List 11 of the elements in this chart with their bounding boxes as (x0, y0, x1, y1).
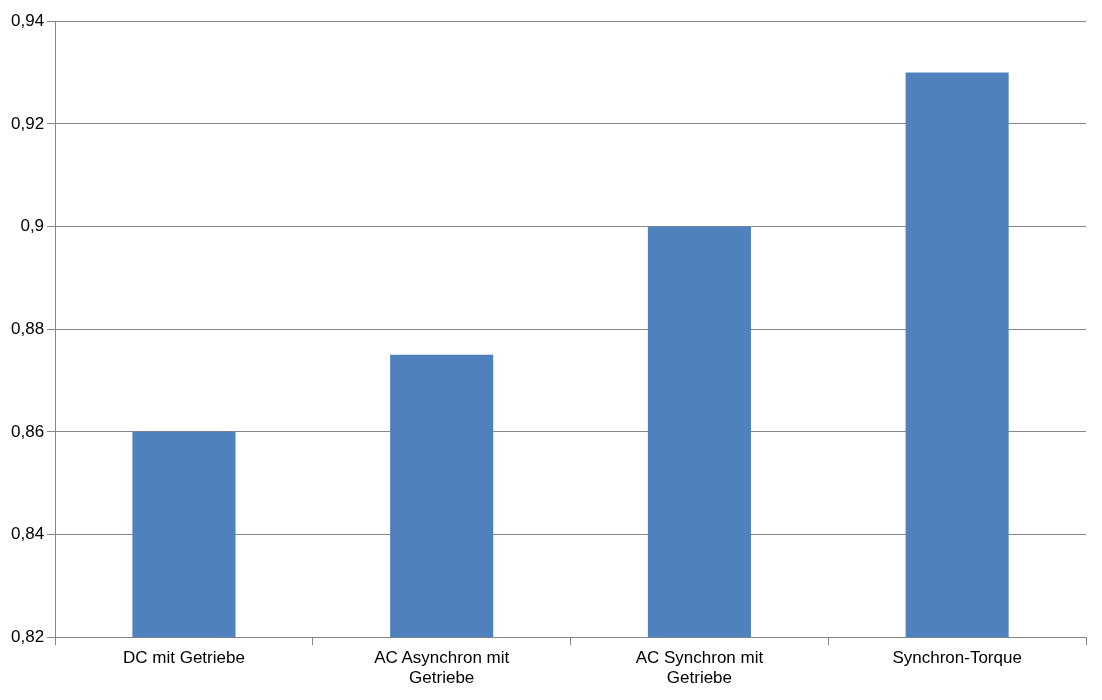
y-tick-label: 0,88 (10, 318, 45, 338)
x-tick-label: Synchron-Torque (892, 648, 1022, 668)
y-tick-label: 0,86 (10, 421, 45, 441)
y-tick-label: 0,82 (10, 626, 45, 646)
y-tick-label: 0,9 (20, 216, 45, 236)
x-tick-label: DC mit Getriebe (123, 648, 245, 668)
y-tick-label: 0,94 (10, 10, 45, 30)
x-tick-label: AC Synchron mit Getriebe (635, 648, 764, 688)
x-tick-label: AC Asynchron mit Getriebe (374, 648, 510, 688)
y-tick-label: 0,84 (10, 524, 45, 544)
y-tick-label: 0,92 (10, 113, 45, 133)
